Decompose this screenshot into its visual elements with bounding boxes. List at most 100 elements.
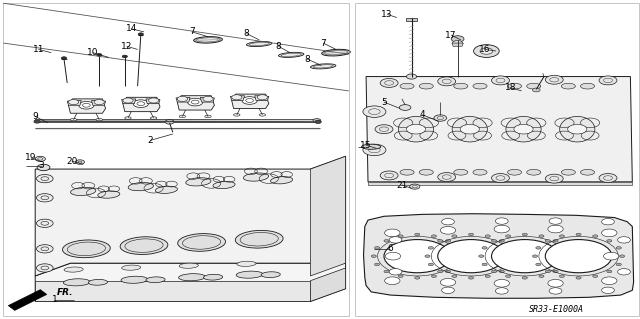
Ellipse shape	[559, 116, 595, 142]
Polygon shape	[35, 263, 346, 301]
Circle shape	[620, 255, 625, 257]
Ellipse shape	[98, 191, 120, 198]
Circle shape	[76, 160, 84, 164]
Ellipse shape	[204, 274, 223, 280]
Ellipse shape	[561, 83, 575, 89]
Ellipse shape	[419, 83, 433, 89]
Ellipse shape	[506, 116, 541, 142]
Circle shape	[374, 263, 380, 266]
Circle shape	[398, 235, 403, 237]
Circle shape	[599, 76, 617, 85]
Circle shape	[425, 255, 430, 257]
Polygon shape	[67, 100, 81, 105]
Ellipse shape	[122, 265, 141, 270]
Circle shape	[415, 277, 420, 279]
Ellipse shape	[128, 182, 154, 191]
Circle shape	[257, 95, 268, 100]
Polygon shape	[176, 97, 190, 102]
Circle shape	[123, 98, 133, 103]
Ellipse shape	[194, 37, 222, 43]
Circle shape	[385, 252, 401, 260]
Circle shape	[492, 240, 558, 273]
Ellipse shape	[179, 263, 198, 268]
Text: 2: 2	[148, 136, 153, 145]
Circle shape	[440, 226, 456, 234]
Circle shape	[492, 240, 497, 242]
Circle shape	[479, 255, 484, 257]
Circle shape	[522, 233, 527, 236]
Circle shape	[545, 174, 563, 183]
Circle shape	[468, 233, 474, 236]
Circle shape	[428, 247, 433, 249]
Circle shape	[602, 277, 617, 285]
Text: 7: 7	[189, 27, 195, 36]
Ellipse shape	[63, 240, 110, 258]
Circle shape	[428, 263, 433, 266]
Ellipse shape	[452, 116, 488, 142]
Circle shape	[607, 240, 612, 242]
Circle shape	[512, 255, 517, 257]
Polygon shape	[366, 77, 632, 182]
Ellipse shape	[150, 117, 157, 119]
Circle shape	[492, 76, 509, 85]
Circle shape	[455, 247, 460, 249]
Circle shape	[548, 279, 563, 287]
Polygon shape	[92, 100, 106, 105]
Circle shape	[445, 270, 451, 273]
Circle shape	[380, 78, 398, 87]
Ellipse shape	[527, 169, 541, 175]
Text: 10: 10	[87, 48, 99, 57]
Circle shape	[452, 275, 457, 278]
Circle shape	[492, 270, 497, 273]
Text: 5: 5	[381, 98, 387, 107]
Ellipse shape	[313, 119, 321, 122]
Circle shape	[410, 184, 420, 189]
Circle shape	[566, 255, 571, 257]
Circle shape	[384, 240, 389, 242]
Text: 17: 17	[445, 31, 457, 40]
Circle shape	[576, 233, 581, 236]
Circle shape	[532, 255, 538, 257]
Circle shape	[177, 96, 188, 101]
Circle shape	[438, 240, 443, 242]
Text: FR.: FR.	[56, 288, 73, 297]
Polygon shape	[232, 94, 269, 108]
Ellipse shape	[527, 83, 541, 89]
Circle shape	[549, 218, 562, 224]
Circle shape	[499, 240, 504, 242]
Ellipse shape	[63, 279, 90, 286]
Text: 7: 7	[321, 39, 326, 48]
Circle shape	[568, 124, 587, 134]
Circle shape	[482, 263, 487, 266]
Circle shape	[242, 97, 257, 104]
Circle shape	[385, 277, 400, 285]
Ellipse shape	[508, 169, 522, 175]
Circle shape	[480, 48, 493, 54]
Ellipse shape	[179, 274, 205, 281]
Polygon shape	[177, 96, 214, 110]
Circle shape	[553, 240, 558, 242]
Circle shape	[406, 74, 417, 79]
Polygon shape	[310, 268, 346, 301]
Circle shape	[532, 88, 540, 92]
Circle shape	[499, 270, 504, 273]
Polygon shape	[123, 97, 160, 112]
Circle shape	[440, 278, 456, 286]
Circle shape	[604, 252, 619, 260]
Circle shape	[563, 263, 568, 266]
Polygon shape	[406, 18, 417, 21]
Circle shape	[188, 98, 203, 106]
Circle shape	[442, 287, 454, 293]
Circle shape	[506, 235, 511, 237]
Circle shape	[363, 144, 386, 156]
Text: 16: 16	[479, 45, 491, 54]
Ellipse shape	[70, 187, 96, 196]
Circle shape	[133, 100, 148, 108]
Circle shape	[36, 264, 53, 272]
Circle shape	[384, 270, 389, 273]
Text: 21: 21	[396, 181, 408, 189]
Text: 4: 4	[420, 110, 425, 119]
Text: 12: 12	[121, 42, 132, 51]
Ellipse shape	[96, 118, 102, 121]
Circle shape	[36, 245, 53, 253]
